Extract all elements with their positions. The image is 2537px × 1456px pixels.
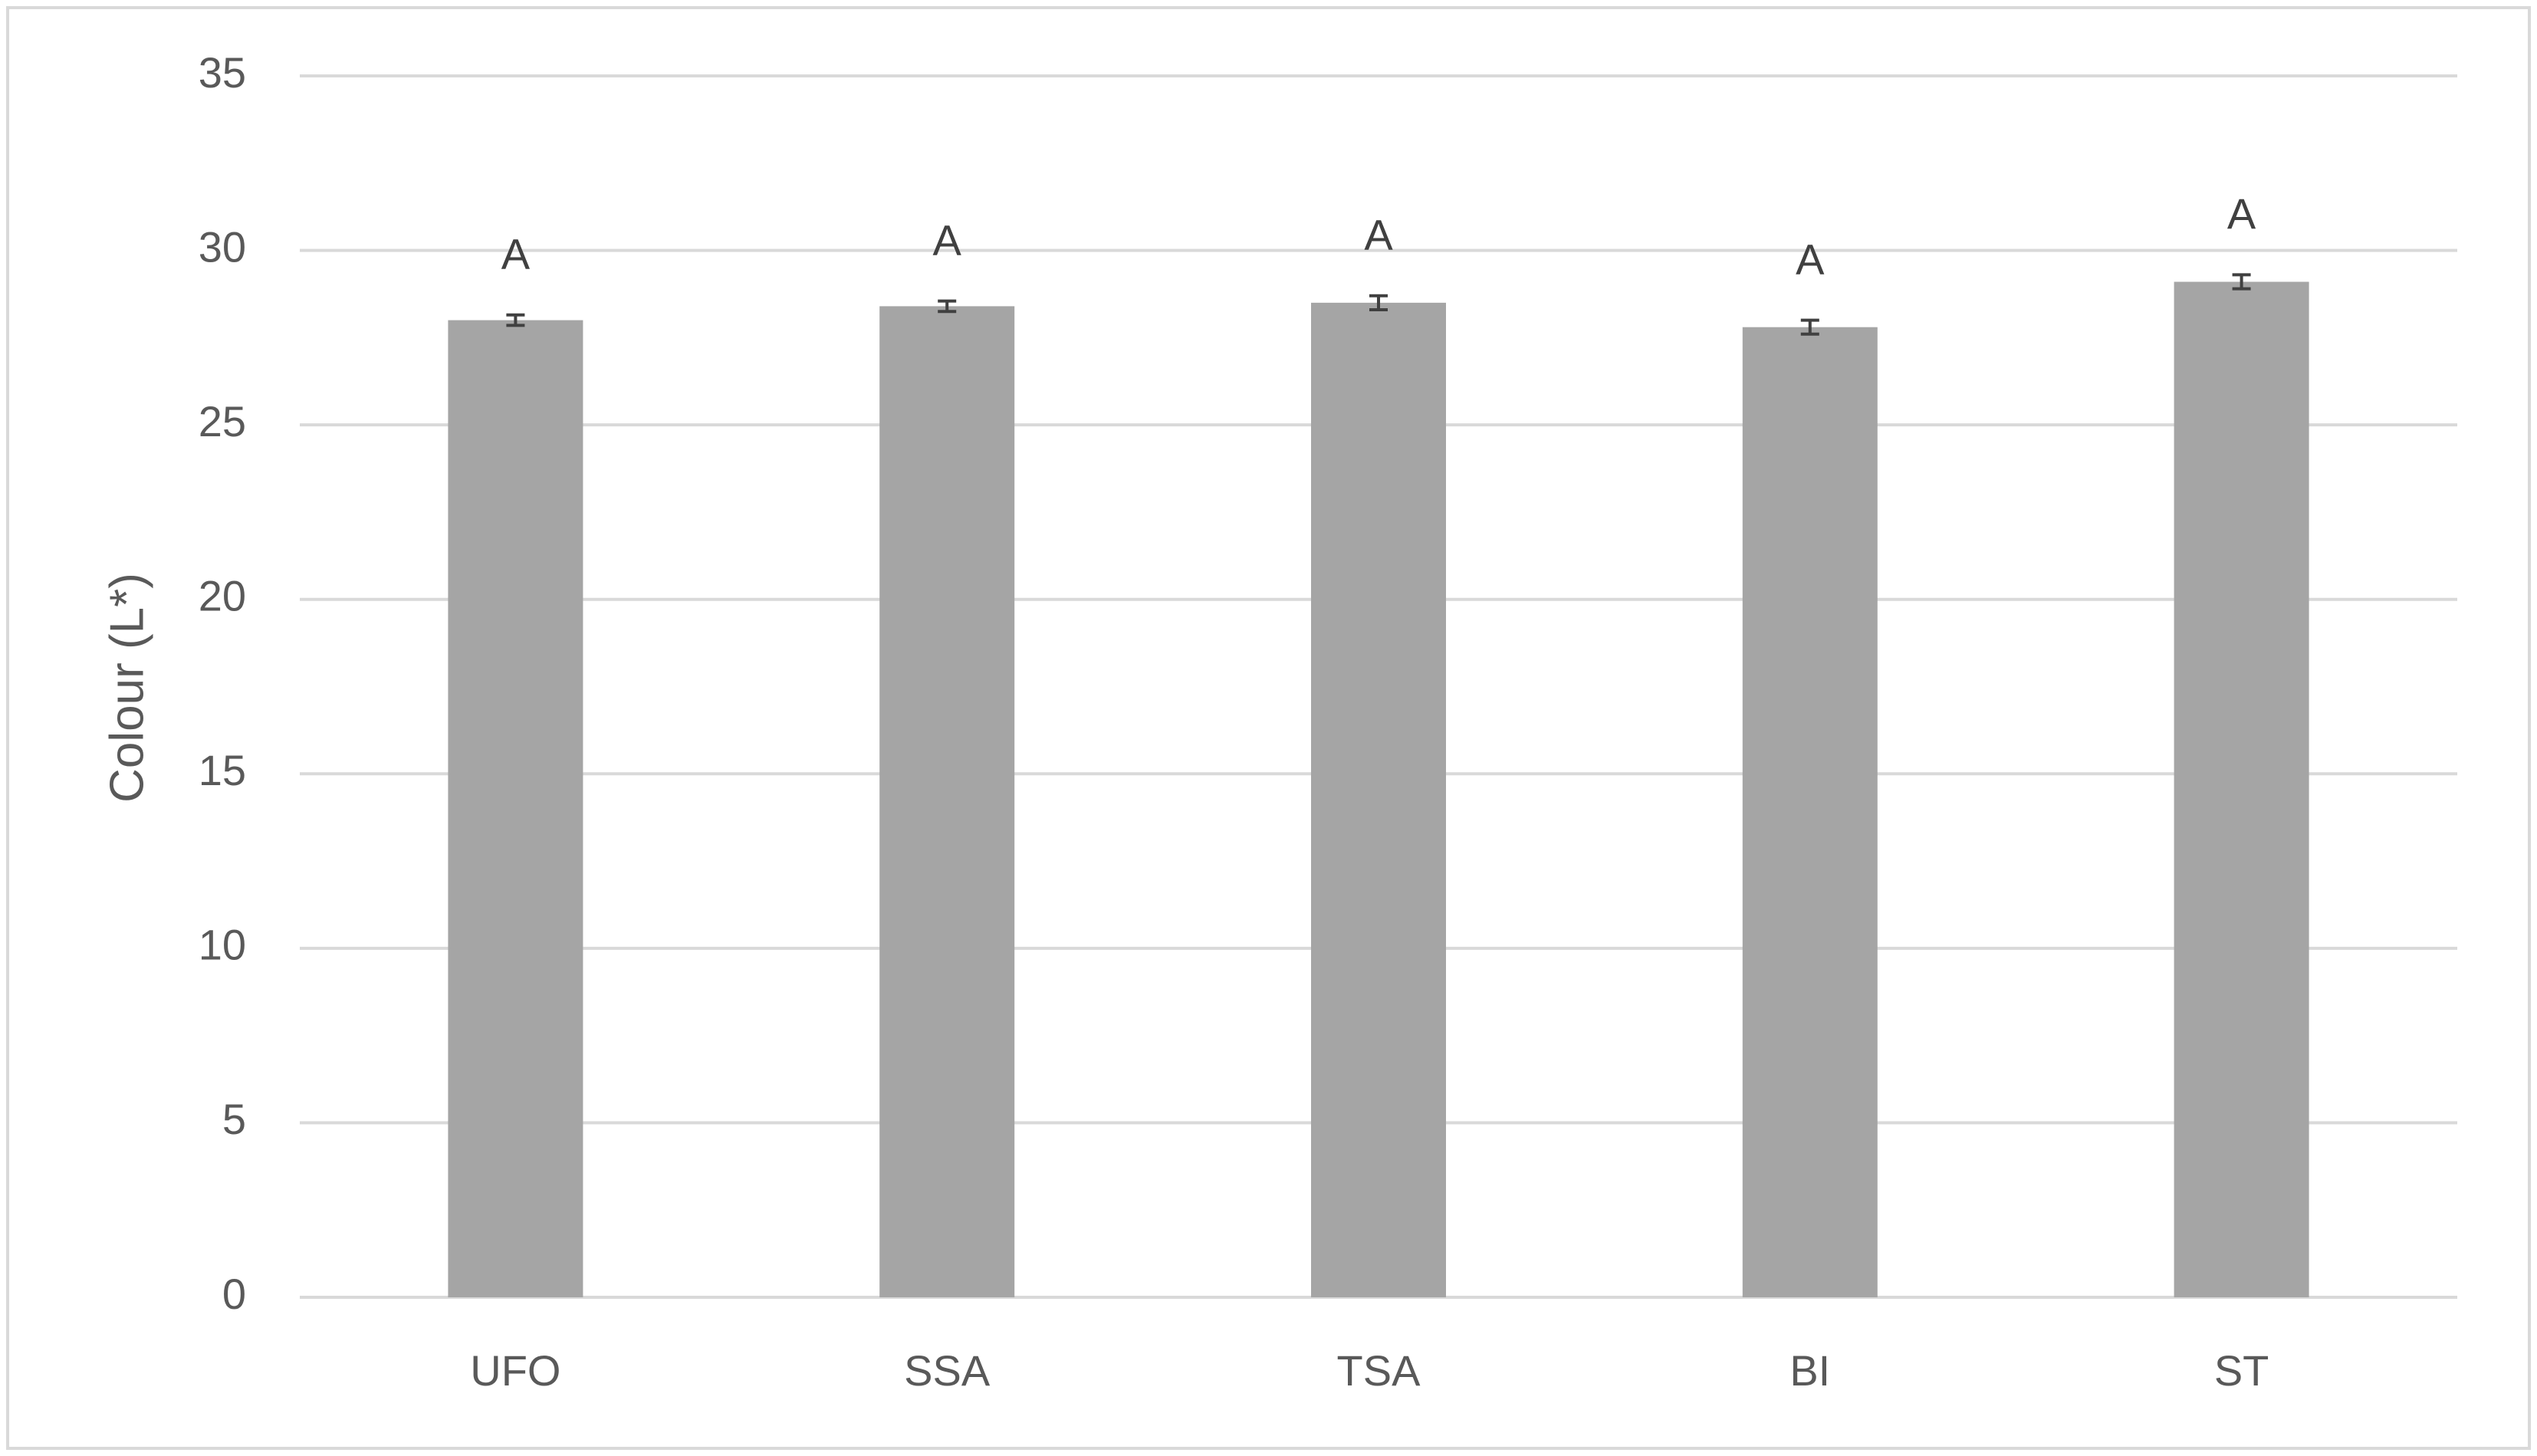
chart-border	[6, 6, 2531, 1450]
y-tick-label: 15	[199, 746, 246, 794]
bar	[2174, 281, 2309, 1297]
x-tick-label: BI	[1789, 1346, 1830, 1395]
y-tick-label: 10	[199, 921, 246, 969]
y-axis-label: Colour (L*)	[100, 573, 153, 803]
group-label: A	[1796, 235, 1825, 283]
y-tick-label: 5	[222, 1095, 246, 1143]
error-bar	[1369, 294, 1388, 311]
y-tick-label: 20	[199, 572, 246, 620]
bar	[1311, 302, 1446, 1297]
bar	[448, 320, 583, 1298]
error-bar	[938, 299, 957, 314]
y-tick-label: 25	[199, 397, 246, 445]
x-tick-label: TSA	[1337, 1346, 1421, 1395]
group-label: A	[501, 230, 531, 278]
x-tick-label: ST	[2214, 1346, 2269, 1395]
bar	[879, 306, 1015, 1297]
error-bar	[2232, 273, 2251, 291]
x-tick-label: SSA	[904, 1346, 991, 1395]
error-bar	[1800, 318, 1819, 336]
y-tick-label: 0	[222, 1270, 246, 1318]
group-label: A	[933, 215, 962, 264]
group-label: A	[1364, 211, 1393, 259]
y-tick-label: 30	[199, 222, 246, 271]
x-tick-label: UFO	[470, 1346, 560, 1395]
group-label: A	[2227, 189, 2256, 238]
error-bar	[506, 313, 525, 327]
y-tick-label: 35	[199, 48, 246, 97]
bar	[1742, 327, 1878, 1297]
